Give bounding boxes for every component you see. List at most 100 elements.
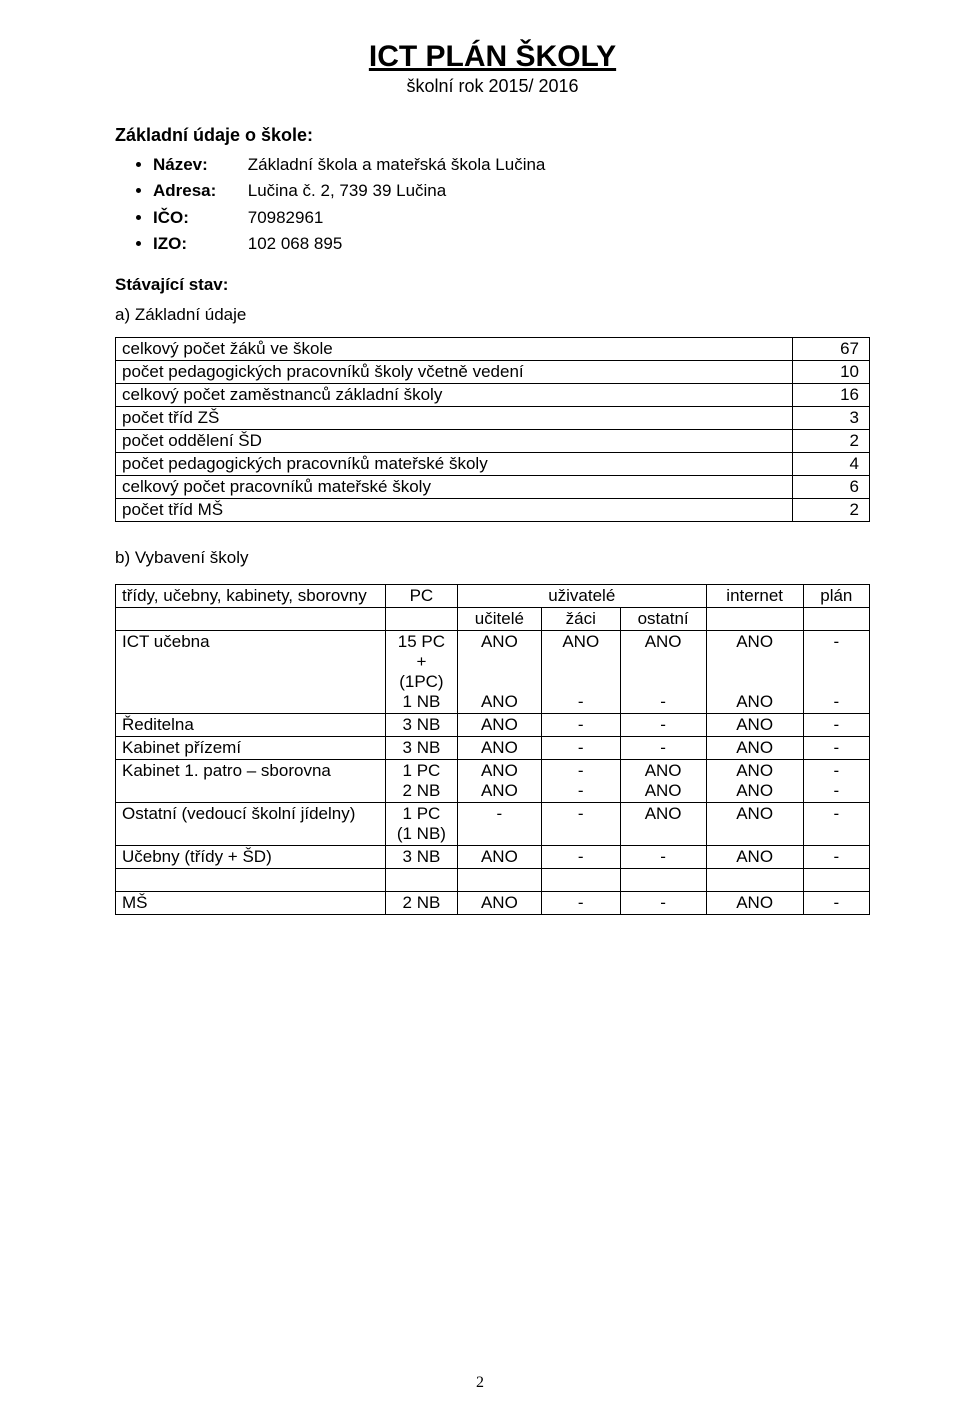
equip-cell-ostatni: - <box>620 892 706 915</box>
equipment-header-row: třídy, učebny, kabinety, sborovny PC uži… <box>116 585 870 608</box>
equip-cell-plan: - <box>803 846 869 869</box>
equipment-row: Učebny (třídy + ŠD)3 NBANO--ANO- <box>116 846 870 869</box>
equipment-row: Ředitelna3 NBANO--ANO- <box>116 714 870 737</box>
kv-label: celkový počet žáků ve škole <box>116 338 793 361</box>
equip-header-internet: internet <box>706 585 803 608</box>
section-b-label: b) Vybavení školy <box>115 548 870 568</box>
equip-cell-name: MŠ <box>116 892 386 915</box>
kv-value: 67 <box>793 338 870 361</box>
equip-cell-internet: ANO <box>706 846 803 869</box>
equip-cell-plan: - <box>803 803 869 846</box>
equip-cell-ucitele: ANO <box>457 846 541 869</box>
equip-cell-zaci: - <box>541 737 620 760</box>
equip-cell-zaci: - <box>541 892 620 915</box>
equip-cell-internet: ANO <box>706 803 803 846</box>
kv-label: celkový počet zaměstnanců základní školy <box>116 384 793 407</box>
kv-row: celkový počet zaměstnanců základní školy… <box>116 384 870 407</box>
kv-label: celkový počet pracovníků mateřské školy <box>116 476 793 499</box>
equip-cell-pc: 2 NB <box>386 892 458 915</box>
equipment-spacer-row <box>116 869 870 892</box>
equip-cell-name: Ředitelna <box>116 714 386 737</box>
equip-cell-zaci: - <box>541 714 620 737</box>
page: ICT PLÁN ŠKOLY školní rok 2015/ 2016 Zák… <box>0 0 960 1410</box>
equip-cell-ucitele: ANO <box>457 737 541 760</box>
basic-info-label: Adresa: <box>153 178 243 204</box>
equip-subheader-empty <box>116 608 386 631</box>
equip-cell-internet: ANO <box>706 737 803 760</box>
equip-cell-internet: ANO <box>706 892 803 915</box>
kv-value: 2 <box>793 499 870 522</box>
equip-cell-name: Kabinet přízemí <box>116 737 386 760</box>
basic-info-list: Název: Základní škola a mateřská škola L… <box>115 152 870 257</box>
equip-subheader-empty <box>803 608 869 631</box>
equip-cell-plan: - - <box>803 631 869 714</box>
basic-info-value: 102 068 895 <box>248 234 343 253</box>
equip-cell-ostatni: ANO ANO <box>620 760 706 803</box>
kv-row: počet tříd ZŠ3 <box>116 407 870 430</box>
equip-subheader-empty <box>706 608 803 631</box>
kv-row: počet oddělení ŠD2 <box>116 430 870 453</box>
basic-info-label: Název: <box>153 152 243 178</box>
equipment-row: ICT učebna15 PC + (1PC) 1 NBANO ANOANO -… <box>116 631 870 714</box>
basic-info-heading: Základní údaje o škole: <box>115 125 870 146</box>
kv-value: 10 <box>793 361 870 384</box>
kv-label: počet tříd ZŠ <box>116 407 793 430</box>
equip-cell-pc: 1 PC 2 NB <box>386 760 458 803</box>
equip-cell-internet: ANO <box>706 714 803 737</box>
kv-label: počet oddělení ŠD <box>116 430 793 453</box>
equipment-subheader-row: učitelé žáci ostatní <box>116 608 870 631</box>
basic-data-table: celkový počet žáků ve škole67počet pedag… <box>115 337 870 522</box>
kv-row: celkový počet pracovníků mateřské školy6 <box>116 476 870 499</box>
equip-cell-ucitele: ANO <box>457 892 541 915</box>
equip-cell-ucitele: ANO <box>457 714 541 737</box>
basic-info-item: IZO: 102 068 895 <box>153 231 870 257</box>
equip-cell-pc: 3 NB <box>386 714 458 737</box>
equip-subheader-pupils: žáci <box>541 608 620 631</box>
current-state-heading: Stávající stav: <box>115 275 870 295</box>
basic-info-value: 70982961 <box>248 208 324 227</box>
equip-cell-plan: - - <box>803 760 869 803</box>
school-year-subtitle: školní rok 2015/ 2016 <box>115 76 870 97</box>
equip-cell-zaci: - <box>541 803 620 846</box>
kv-row: počet tříd MŠ2 <box>116 499 870 522</box>
equip-cell-pc: 3 NB <box>386 737 458 760</box>
equip-cell-name: Učebny (třídy + ŠD) <box>116 846 386 869</box>
section-a-label: a) Základní údaje <box>115 305 870 325</box>
equipment-row: Kabinet přízemí3 NBANO--ANO- <box>116 737 870 760</box>
equip-cell-plan: - <box>803 737 869 760</box>
equip-cell-ostatni: - <box>620 714 706 737</box>
basic-info-item: Adresa: Lučina č. 2, 739 39 Lučina <box>153 178 870 204</box>
equip-cell-name: Kabinet 1. patro – sborovna <box>116 760 386 803</box>
equip-cell-ostatni: ANO <box>620 803 706 846</box>
equip-cell-name: Ostatní (vedoucí školní jídelny) <box>116 803 386 846</box>
equip-cell-ostatni: ANO - <box>620 631 706 714</box>
equip-cell-name: ICT učebna <box>116 631 386 714</box>
equip-cell-ostatni: - <box>620 846 706 869</box>
equip-cell-ucitele: - <box>457 803 541 846</box>
kv-row: počet pedagogických pracovníků školy vče… <box>116 361 870 384</box>
kv-row: počet pedagogických pracovníků mateřské … <box>116 453 870 476</box>
kv-value: 2 <box>793 430 870 453</box>
basic-info-label: IČO: <box>153 205 243 231</box>
equip-cell-zaci: ANO - <box>541 631 620 714</box>
kv-value: 16 <box>793 384 870 407</box>
equip-cell-pc: 3 NB <box>386 846 458 869</box>
equip-cell-ostatni: - <box>620 737 706 760</box>
equip-cell-internet: ANO ANO <box>706 760 803 803</box>
basic-info-value: Lučina č. 2, 739 39 Lučina <box>248 181 446 200</box>
equipment-footer-row: MŠ 2 NB ANO - - ANO - <box>116 892 870 915</box>
equip-subheader-others: ostatní <box>620 608 706 631</box>
equip-header-pc: PC <box>386 585 458 608</box>
page-number: 2 <box>0 1374 960 1392</box>
kv-row: celkový počet žáků ve škole67 <box>116 338 870 361</box>
basic-info-item: IČO: 70982961 <box>153 205 870 231</box>
equip-cell-plan: - <box>803 892 869 915</box>
basic-info-label: IZO: <box>153 231 243 257</box>
basic-info-item: Název: Základní škola a mateřská škola L… <box>153 152 870 178</box>
equip-cell-ucitele: ANO ANO <box>457 760 541 803</box>
equipment-row: Ostatní (vedoucí školní jídelny)1 PC (1 … <box>116 803 870 846</box>
kv-label: počet pedagogických pracovníků mateřské … <box>116 453 793 476</box>
equip-cell-internet: ANO ANO <box>706 631 803 714</box>
equip-cell-ucitele: ANO ANO <box>457 631 541 714</box>
kv-value: 6 <box>793 476 870 499</box>
